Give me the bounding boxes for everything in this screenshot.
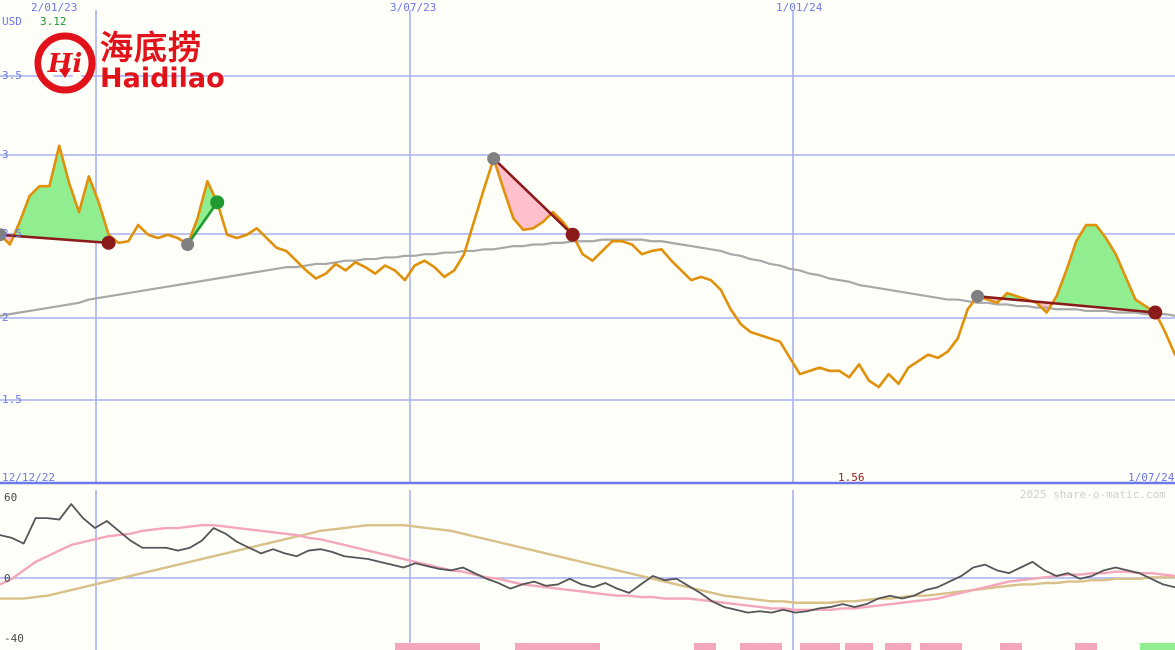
- indicator-y-tick-0: 60: [4, 491, 18, 504]
- indicator-y-tick-2: -40: [4, 632, 24, 645]
- indicator-histogram-bar: [800, 643, 840, 650]
- price-y-tick-4: 1.5: [2, 393, 22, 406]
- haidilao-mark-icon: Hi: [34, 32, 96, 94]
- indicator-histogram-bar: [694, 643, 716, 650]
- indicator-gridlines: [0, 490, 1175, 650]
- currency-label: USD: [2, 15, 22, 28]
- price-y-tick-0: 3.5: [2, 69, 22, 82]
- last-value-label: 3.12: [40, 15, 67, 28]
- indicator-histogram-bar: [395, 643, 480, 650]
- pattern-start-marker[interactable]: [0, 228, 7, 242]
- date-label-start: 12/12/22: [2, 471, 55, 484]
- price-y-tick-3: 2: [2, 311, 9, 324]
- watermark: 2025 share-o-matic.com: [1020, 488, 1166, 501]
- date-label-top-1: 2/01/23: [31, 1, 78, 14]
- date-label-end: 1/07/24: [1128, 471, 1175, 484]
- indicator-histogram-bar: [885, 643, 911, 650]
- indicator-histogram-bar: [920, 643, 962, 650]
- pattern-trend-line: [186, 201, 219, 246]
- brand-name-cn: 海底捞: [100, 28, 202, 67]
- svg-text:Hi: Hi: [47, 49, 82, 79]
- pattern-start-marker[interactable]: [181, 237, 195, 251]
- pattern-end-marker[interactable]: [101, 235, 116, 250]
- pattern-trend-line: [977, 295, 1156, 314]
- indicator-histogram-bar: [1075, 643, 1097, 650]
- indicator-histogram-bar: [1140, 643, 1175, 650]
- price-y-tick-2: 2.5: [2, 227, 22, 240]
- indicator-histogram-bar: [845, 643, 873, 650]
- indicator-histogram-bar: [1000, 643, 1022, 650]
- pattern-trend-line: [492, 157, 574, 236]
- price-y-tick-1: 3: [2, 148, 9, 161]
- pattern-start-marker[interactable]: [971, 289, 985, 303]
- indicator-y-tick-1: 0: [4, 572, 11, 585]
- indicator-line-macd: [0, 503, 1175, 614]
- low-price-annotation: 1.56: [838, 471, 865, 484]
- brand-name-en: Haidilao: [100, 63, 225, 94]
- pattern-end-marker[interactable]: [1148, 305, 1163, 320]
- moving-average-line: [0, 238, 1175, 317]
- pattern-end-marker[interactable]: [210, 195, 225, 210]
- brand-logo: Hi 海底捞 Haidilao: [34, 28, 225, 94]
- date-label-top-3: 1/01/24: [776, 1, 823, 14]
- pattern-start-marker[interactable]: [487, 152, 501, 166]
- pattern-end-marker[interactable]: [565, 227, 580, 242]
- date-label-top-2: 3/07/23: [390, 1, 437, 14]
- pattern-1-bearish-trendline: [0, 145, 109, 245]
- indicator-histogram-bar: [515, 643, 600, 650]
- pattern-fill-bullish: [0, 145, 109, 243]
- pattern-trend-line: [0, 233, 109, 245]
- indicator-line-signal: [0, 524, 1175, 611]
- indicator-histogram-bar: [740, 643, 782, 650]
